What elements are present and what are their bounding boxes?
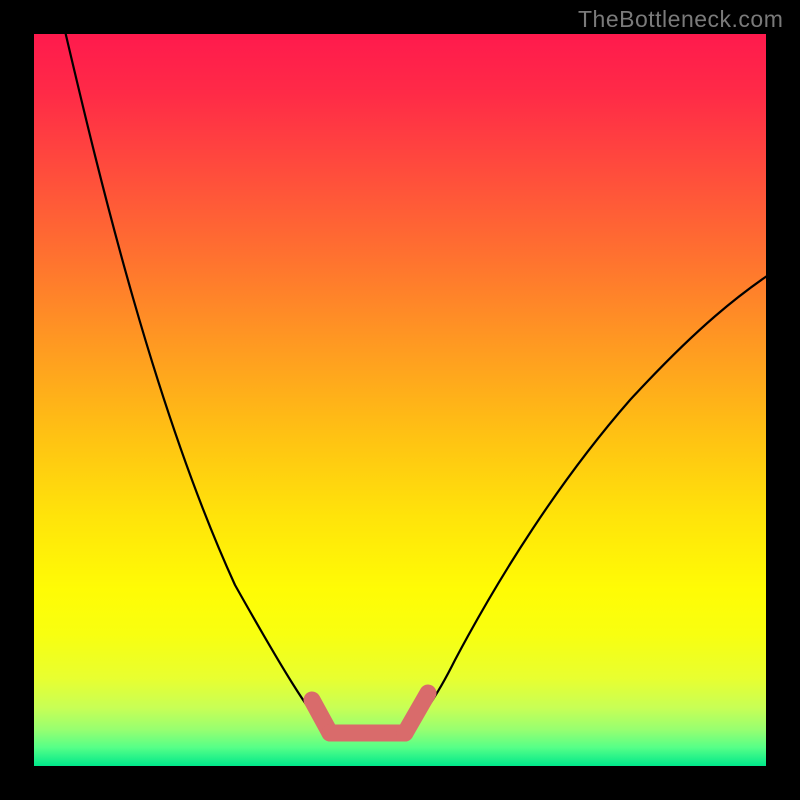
- marker-group: [312, 693, 428, 733]
- bottleneck-curve: [65, 31, 800, 738]
- curve-left: [65, 31, 328, 732]
- chart-svg: [0, 0, 800, 800]
- curve-right: [405, 255, 800, 732]
- marker-right: [405, 693, 428, 733]
